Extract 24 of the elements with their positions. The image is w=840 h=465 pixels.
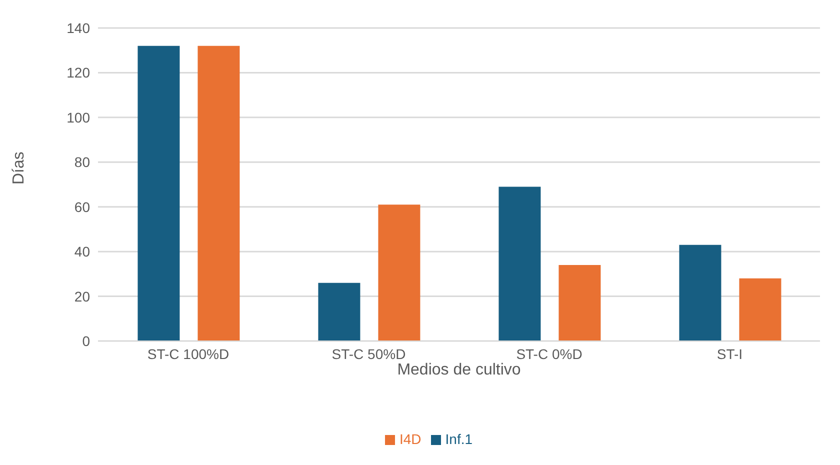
x-axis-title: Medios de cultivo — [397, 361, 521, 378]
bar — [318, 282, 360, 341]
bar — [739, 278, 782, 341]
bar — [498, 186, 541, 341]
legend-label: Inf.1 — [445, 431, 473, 447]
y-tick-label: 100 — [66, 109, 90, 126]
y-tick-label: 140 — [66, 20, 90, 36]
legend-label: I4D — [399, 431, 422, 447]
x-tick-label: ST-I — [716, 346, 743, 362]
x-tick-label: ST-C 0%D — [516, 346, 582, 362]
y-tick-label: 40 — [74, 244, 90, 260]
bar — [378, 204, 420, 341]
y-tick-label: 0 — [82, 332, 90, 349]
bar — [198, 46, 240, 341]
y-tick-label: 120 — [66, 64, 90, 81]
y-tick-label: 20 — [74, 288, 90, 304]
y-tick-label: 60 — [74, 198, 90, 215]
y-axis-title: Días — [10, 152, 28, 184]
bar — [138, 46, 180, 341]
bar — [679, 244, 722, 341]
bar — [558, 264, 601, 341]
x-tick-label: ST-C 50%D — [332, 346, 406, 362]
x-tick-label: ST-C 100%D — [147, 346, 230, 362]
y-tick-label: 80 — [74, 154, 90, 170]
